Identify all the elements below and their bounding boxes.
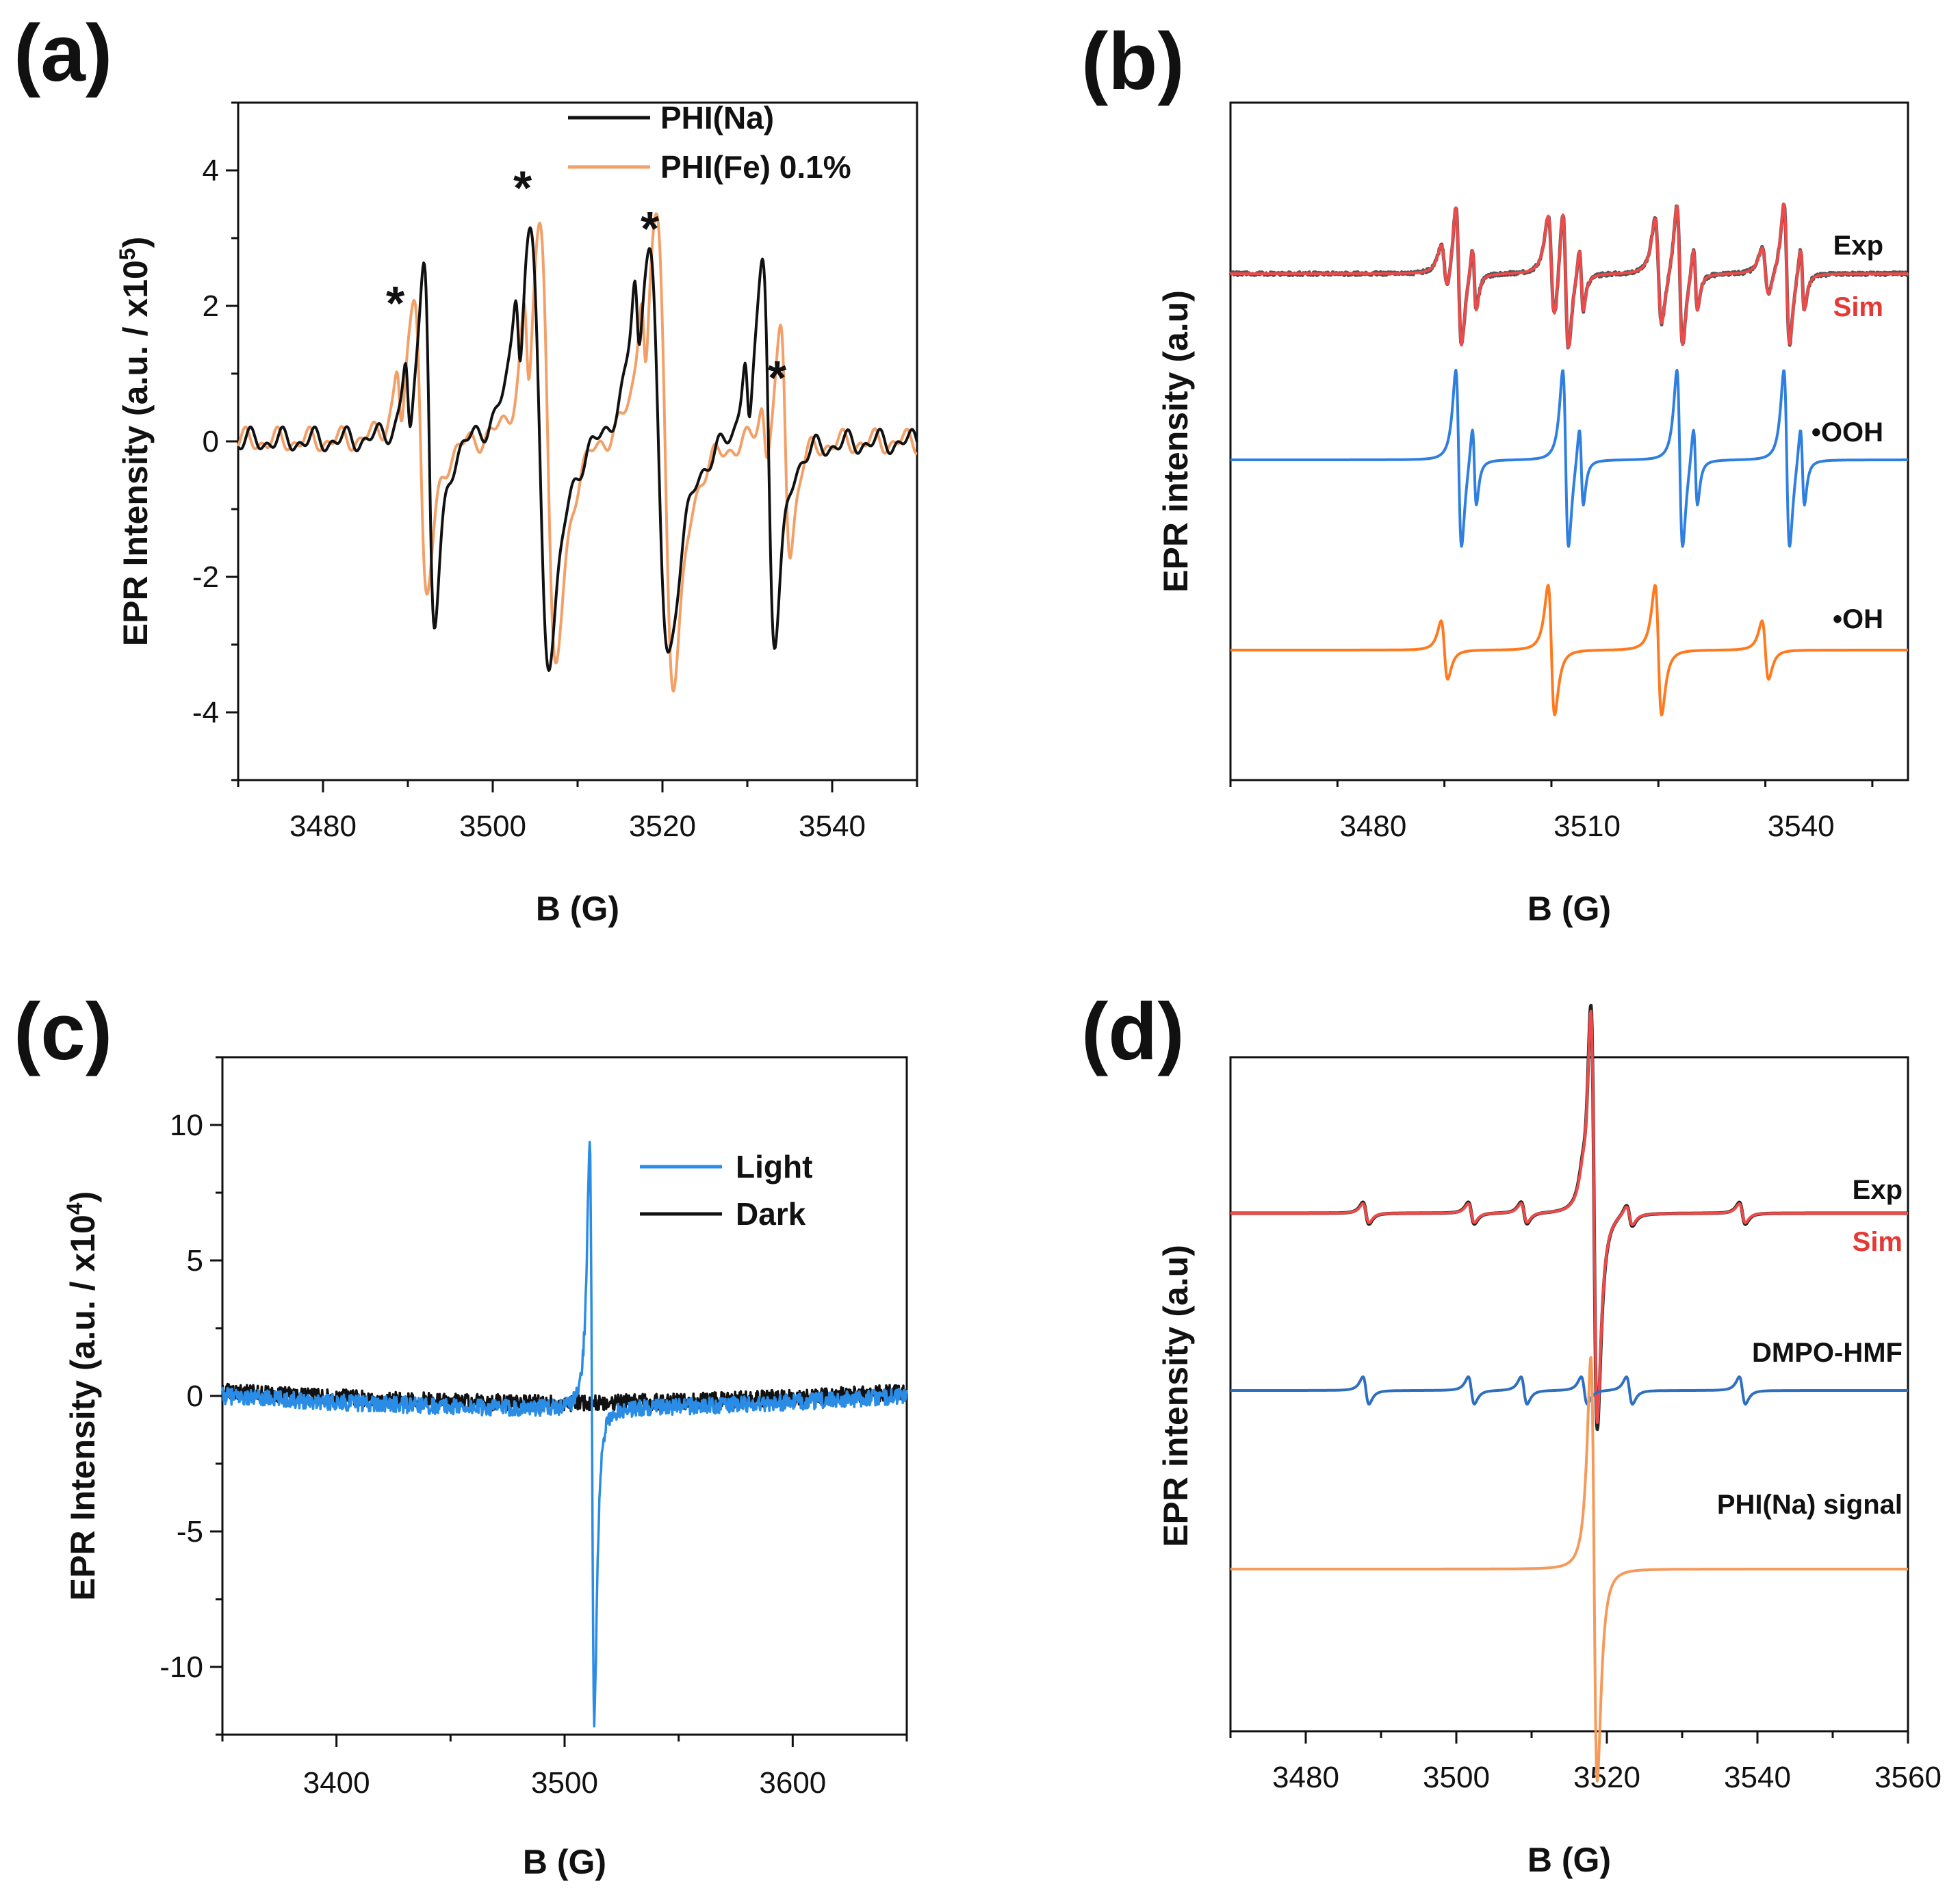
- label-exp-b: Exp: [1833, 231, 1883, 261]
- panel-a-ytick-label: 0: [203, 425, 219, 458]
- panel-d-xtick-label: 3480: [1272, 1761, 1339, 1794]
- panel-c-xtick-label: 3500: [531, 1766, 598, 1800]
- series-ooh: [1230, 370, 1908, 547]
- panel-a-label: (a): [14, 8, 112, 99]
- label-exp-d: Exp: [1853, 1175, 1903, 1205]
- panel-c-xtick-label: 3600: [759, 1766, 826, 1800]
- panel-c-ytick-label: 5: [187, 1244, 203, 1278]
- panel-d-ylabel: EPR intensity (a.u): [1157, 1245, 1195, 1547]
- panel-c-legend: Light Dark: [640, 1149, 812, 1232]
- panel-b-label: (b): [1081, 16, 1185, 107]
- panel-b-ylabel: EPR intensity (a.u): [1157, 290, 1195, 593]
- panel-a-xtick-label: 3480: [289, 810, 357, 843]
- panel-a-xtick-label: 3540: [799, 810, 866, 843]
- panel-d-xtick-label: 3500: [1423, 1761, 1490, 1794]
- series-oh: [1230, 585, 1908, 715]
- panel-a-ytick-label: 2: [203, 289, 219, 323]
- label-sim-b: Sim: [1833, 292, 1883, 322]
- label-oh-b: •OH: [1833, 604, 1883, 634]
- panel-d-xlabel: B (G): [1527, 1841, 1611, 1879]
- panel-a-ylabel: EPR Intensity (a.u. / x105): [115, 237, 155, 647]
- label-sim-d: Sim: [1853, 1227, 1903, 1257]
- panel-a-xtick-label: 3500: [459, 810, 526, 843]
- series-phi-fe: [238, 213, 917, 691]
- panel-b-xtick-label: 3540: [1768, 810, 1835, 843]
- peak-marker-star: *: [386, 276, 405, 330]
- panel-c-xtick-label: 3400: [303, 1766, 370, 1800]
- panel-d-xtick-label: 3560: [1874, 1761, 1942, 1794]
- panel-a: (a) 3480 3500 3520 3540 -4 -2 0 2 4 * * * * B (G) E…: [14, 8, 917, 928]
- legend-label-light: Light: [736, 1149, 812, 1185]
- series-dmpo-hmf: [1230, 1377, 1908, 1404]
- peak-marker-star: *: [641, 202, 660, 255]
- legend-label-phi-fe: PHI(Fe) 0.1%: [660, 149, 851, 185]
- panel-a-ytick-label: -2: [192, 560, 219, 594]
- panel-d-xtick-label: 3540: [1724, 1761, 1791, 1794]
- panel-c: (c) 3400 3500 3600 -10 -5 0 5 10 B (G) EPR Inte…: [14, 987, 907, 1881]
- panel-c-label: (c): [14, 987, 112, 1077]
- panel-c-ytick-label: 10: [170, 1109, 203, 1142]
- panel-a-xtick-label: 3520: [629, 810, 696, 843]
- panel-b-xtick-label: 3510: [1553, 810, 1621, 843]
- panel-c-ylabel: EPR Intensity (a.u. / x104): [62, 1191, 102, 1601]
- label-phi-na-signal: PHI(Na) signal: [1717, 1490, 1903, 1520]
- series-phi-na-signal: [1230, 1358, 1908, 1781]
- panel-b-xtick-label: 3480: [1339, 810, 1406, 843]
- series-phi-na: [238, 228, 917, 671]
- panel-a-legend: PHI(Na) PHI(Fe) 0.1%: [568, 100, 851, 185]
- panel-c-ytick-label: 0: [187, 1380, 203, 1413]
- series-exp-b: [1230, 205, 1908, 348]
- panel-d-frame: [1230, 1057, 1908, 1731]
- legend-label-dark: Dark: [736, 1196, 806, 1232]
- panel-a-xlabel: B (G): [536, 890, 619, 928]
- panel-c-xlabel: B (G): [523, 1843, 606, 1881]
- panel-b: (b) 3480 3510 3540 Exp Sim •OOH •OH B (G) …: [1081, 16, 1908, 928]
- label-ooh-b: •OOH: [1811, 417, 1883, 448]
- label-dmpo-hmf: DMPO-HMF: [1752, 1338, 1903, 1368]
- panel-d-label: (d): [1081, 987, 1185, 1077]
- panel-b-frame: [1230, 103, 1908, 780]
- panel-a-ytick-label: -4: [192, 696, 219, 729]
- figure: (a) 3480 3500 3520 3540 -4 -2 0 2 4 * * * * B (G) E…: [0, 0, 1960, 1890]
- legend-label-phi-na: PHI(Na): [660, 100, 774, 135]
- panel-b-xlabel: B (G): [1527, 890, 1611, 928]
- panel-d-xtick-label: 3520: [1573, 1761, 1640, 1794]
- panel-c-ytick-label: -10: [159, 1650, 203, 1684]
- panel-c-ytick-label: -5: [177, 1515, 203, 1549]
- peak-marker-star: *: [513, 161, 532, 215]
- peak-marker-star: *: [768, 351, 787, 404]
- panel-d: (d) 3480 3500 3520 3540 3560 Exp Sim DMPO-HM…: [1081, 987, 1942, 1879]
- panel-a-ytick-label: 4: [203, 154, 219, 187]
